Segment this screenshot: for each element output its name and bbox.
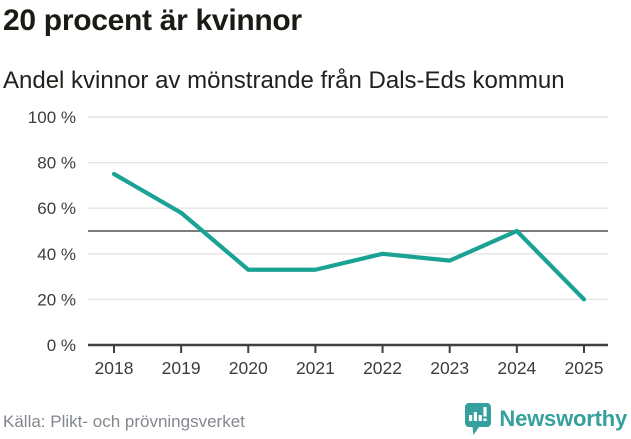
y-axis-tick-label: 60 %	[37, 199, 76, 218]
x-axis-tick-label: 2023	[430, 358, 469, 378]
x-axis-tick-label: 2021	[296, 358, 335, 378]
chart-subtitle: Andel kvinnor av mönstrande från Dals-Ed…	[3, 67, 565, 94]
x-axis-tick-label: 2022	[363, 358, 402, 378]
x-axis-tick-label: 2024	[497, 358, 536, 378]
y-axis-tick-label: 80 %	[37, 154, 76, 173]
x-axis-tick-label: 2018	[95, 358, 134, 378]
chart-title: 20 procent är kvinnor	[3, 4, 302, 37]
y-axis-tick-label: 100 %	[28, 108, 76, 127]
y-axis-tick-label: 0 %	[47, 336, 76, 355]
y-axis-tick-label: 20 %	[37, 290, 76, 309]
line-chart-canvas: 0 % 20 % 40 % 60 % 80 % 100 % 2018 2019 2020 2021…	[28, 108, 608, 378]
newsworthy-logo-icon	[465, 403, 492, 435]
line-chart: 0 % 20 % 40 % 60 % 80 % 100 % 2018 2019 2020 2021…	[0, 105, 631, 390]
newsworthy-logo-text: Newsworthy	[499, 406, 627, 431]
x-axis-tick-label: 2025	[565, 358, 604, 378]
x-axis-tick-label: 2020	[229, 358, 268, 378]
y-axis-tick-label: 40 %	[37, 245, 76, 264]
data-line-andel-kvinnor	[111, 171, 587, 302]
source-caption: Källa: Plikt- och prövningsverket	[3, 412, 245, 431]
newsworthy-logo: Newsworthy	[464, 401, 627, 437]
x-axis-tick-label: 2019	[162, 358, 201, 378]
